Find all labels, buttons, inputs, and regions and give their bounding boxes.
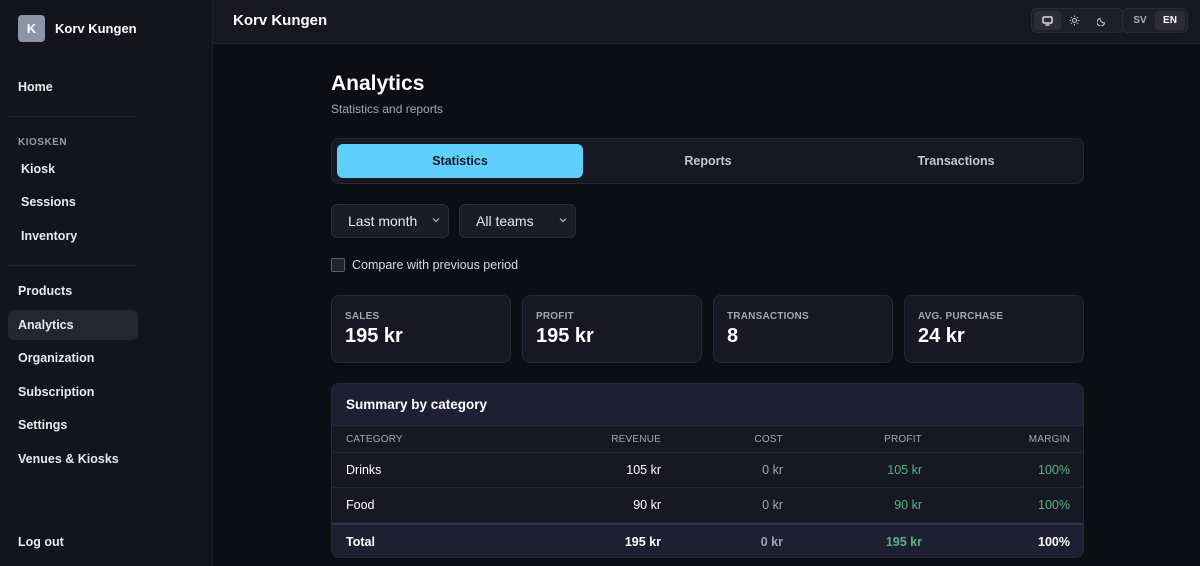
stat-card-avg-purchase: AVG. PURCHASE 24 kr	[904, 295, 1084, 363]
brand[interactable]: K Korv Kungen	[18, 15, 137, 42]
column-header-category: CATEGORY	[346, 433, 403, 445]
sidebar-item-analytics[interactable]: Analytics	[8, 310, 138, 340]
stat-value: 24 kr	[918, 325, 965, 347]
sidebar-item-sessions[interactable]: Sessions	[21, 195, 76, 209]
sidebar-item-kiosk[interactable]: Kiosk	[21, 162, 56, 176]
tab-statistics[interactable]: Statistics	[337, 144, 583, 178]
analytics-tabs: Statistics Reports Transactions	[331, 138, 1084, 184]
sidebar-item-subscription[interactable]: Subscription	[18, 385, 95, 399]
cell-revenue: 90 kr	[633, 498, 661, 512]
sun-icon[interactable]	[1061, 11, 1088, 30]
cell-total-profit: 195 kr	[885, 534, 922, 549]
cell-total-label: Total	[346, 534, 375, 549]
sidebar: K Korv Kungen Home KIOSKEN Kiosk Session…	[0, 0, 213, 566]
stat-card-profit: PROFIT 195 kr	[522, 295, 702, 363]
cell-margin: 100%	[1038, 498, 1070, 512]
cell-category: Food	[346, 498, 375, 512]
compare-checkbox[interactable]	[331, 258, 345, 272]
column-header-margin: MARGIN	[1028, 433, 1070, 445]
column-header-cost: COST	[754, 433, 783, 445]
table-header-row: CATEGORY REVENUE COST PROFIT MARGIN	[332, 426, 1083, 453]
cell-total-margin: 100%	[1038, 534, 1070, 549]
team-select[interactable]: All teams	[459, 204, 576, 238]
sidebar-item-organization[interactable]: Organization	[18, 351, 95, 365]
stat-label: PROFIT	[536, 311, 574, 322]
cell-margin: 100%	[1038, 463, 1070, 477]
column-header-profit: PROFIT	[884, 433, 922, 445]
chevron-down-icon	[559, 216, 567, 225]
language-sv-button[interactable]: SV	[1133, 15, 1147, 26]
compare-option: Compare with previous period	[331, 258, 518, 272]
monitor-icon[interactable]	[1034, 11, 1061, 30]
table-row: Food 90 kr 0 kr 90 kr 100%	[332, 488, 1083, 523]
stat-card-sales: SALES 195 kr	[331, 295, 511, 363]
topbar: Korv Kungen SV EN	[213, 0, 1200, 44]
organization-avatar: K	[18, 15, 45, 42]
sidebar-divider	[8, 265, 138, 266]
sidebar-divider	[8, 116, 138, 117]
team-select-value: All teams	[476, 213, 534, 229]
sidebar-item-inventory[interactable]: Inventory	[21, 229, 78, 243]
moon-icon[interactable]	[1088, 11, 1115, 30]
period-select[interactable]: Last month	[331, 204, 449, 238]
compare-checkbox-label[interactable]: Compare with previous period	[352, 258, 519, 272]
column-header-revenue: REVENUE	[611, 433, 661, 445]
table-row: Drinks 105 kr 0 kr 105 kr 100%	[332, 453, 1083, 488]
page-subtitle: Statistics and reports	[331, 102, 444, 116]
stat-label: AVG. PURCHASE	[918, 311, 1004, 322]
stat-card-transactions: TRANSACTIONS 8	[713, 295, 893, 363]
organization-name: Korv Kungen	[55, 21, 137, 36]
stat-value: 8	[727, 325, 739, 347]
cell-total-cost: 0 kr	[760, 534, 783, 549]
period-select-value: Last month	[348, 213, 418, 229]
table-total-row: Total 195 kr 0 kr 195 kr 100%	[332, 523, 1083, 557]
chevron-down-icon	[432, 216, 440, 225]
sidebar-item-home[interactable]: Home	[18, 80, 53, 94]
tab-transactions[interactable]: Transactions	[917, 154, 995, 168]
tab-reports[interactable]: Reports	[684, 154, 732, 168]
sidebar-item-settings[interactable]: Settings	[18, 418, 68, 432]
summary-by-category: Summary by category CATEGORY REVENUE COS…	[331, 383, 1084, 558]
stat-value: 195 kr	[345, 325, 403, 347]
cell-revenue: 105 kr	[626, 463, 661, 477]
cell-category: Drinks	[346, 463, 382, 477]
cell-profit: 105 kr	[887, 463, 922, 477]
logout-button[interactable]: Log out	[18, 535, 64, 549]
sidebar-section-kiosken: KIOSKEN	[18, 137, 68, 148]
topbar-title: Korv Kungen	[233, 12, 328, 29]
sidebar-item-products[interactable]: Products	[18, 284, 73, 298]
stat-value: 195 kr	[536, 325, 594, 347]
sidebar-item-venues-kiosks[interactable]: Venues & Kiosks	[18, 452, 119, 466]
theme-switcher	[1031, 8, 1124, 33]
language-en-button[interactable]: EN	[1155, 11, 1185, 30]
cell-cost: 0 kr	[762, 498, 783, 512]
cell-cost: 0 kr	[762, 463, 783, 477]
summary-title: Summary by category	[332, 384, 1083, 426]
language-switcher: SV EN	[1122, 8, 1188, 33]
stat-label: SALES	[345, 311, 380, 322]
cell-profit: 90 kr	[894, 498, 922, 512]
page-title: Analytics	[331, 72, 425, 95]
stat-label: TRANSACTIONS	[727, 311, 809, 322]
cell-total-revenue: 195 kr	[624, 534, 661, 549]
